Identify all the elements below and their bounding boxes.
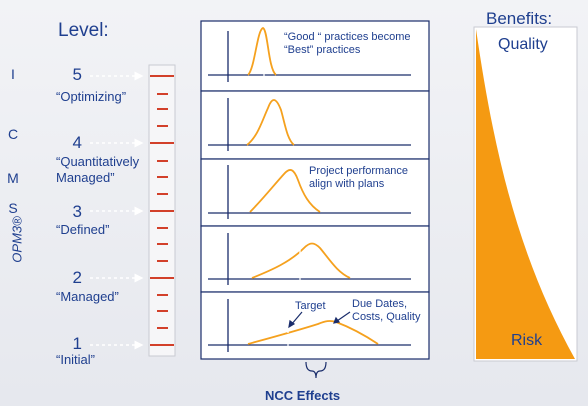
opm-letter-s: S [8, 200, 18, 216]
level-3-name: “Defined” [56, 222, 110, 237]
panel-level-3 [200, 158, 430, 227]
ruler-marks [150, 75, 174, 346]
benefit-quality-label: Quality [498, 36, 548, 53]
level-4-number: 4 [72, 133, 82, 152]
level-1-name: “Initial” [56, 352, 96, 367]
distribution-curves [246, 27, 379, 345]
panel-3-caption: Project performance align with plans [309, 165, 409, 190]
ncc-effects-label: NCC Effects [265, 388, 341, 403]
curve-level-1 [247, 320, 379, 345]
level-2-name: “Managed” [56, 289, 119, 304]
level-2-number: 2 [72, 268, 82, 287]
level-5-number: 5 [72, 65, 82, 84]
panel-level-5 [200, 20, 430, 92]
panel-level-2 [200, 225, 430, 293]
opm-letter-i: I [11, 66, 15, 82]
panel-1-target-label: Target [295, 300, 326, 312]
level-3-number: 3 [72, 202, 82, 221]
level-5-name: “Optimizing” [56, 89, 127, 104]
benefit-risk-label: Risk [511, 332, 543, 349]
curve-level-2 [251, 242, 351, 279]
level-4-name: “Quantitatively Managed” [56, 154, 140, 185]
panel-1-due-label: Due Dates, Costs, Quality [352, 298, 421, 323]
curve-level-5 [247, 27, 277, 76]
panel-level-4 [200, 90, 430, 160]
level-heading: Level: [58, 20, 109, 41]
opm-letter-m: M [7, 170, 19, 186]
curve-level-3 [249, 169, 321, 213]
target-lines [263, 46, 301, 352]
panel-1-pointers [288, 311, 351, 329]
level-arrows [90, 71, 144, 350]
panel-5-caption: “Good “ practices become “Best” practice… [284, 31, 411, 56]
ncc-brace [305, 361, 327, 379]
curve-level-4 [246, 99, 295, 146]
opm-letter-c: C [7, 126, 19, 142]
benefits-wedge [473, 26, 578, 362]
benefits-heading: Benefits: [486, 9, 553, 28]
panel-axes [208, 31, 411, 352]
level-1-number: 1 [72, 334, 82, 353]
